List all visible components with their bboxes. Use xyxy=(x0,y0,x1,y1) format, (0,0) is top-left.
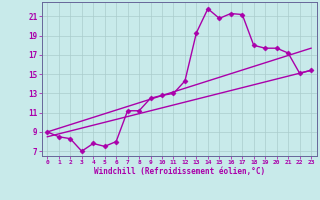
X-axis label: Windchill (Refroidissement éolien,°C): Windchill (Refroidissement éolien,°C) xyxy=(94,167,265,176)
